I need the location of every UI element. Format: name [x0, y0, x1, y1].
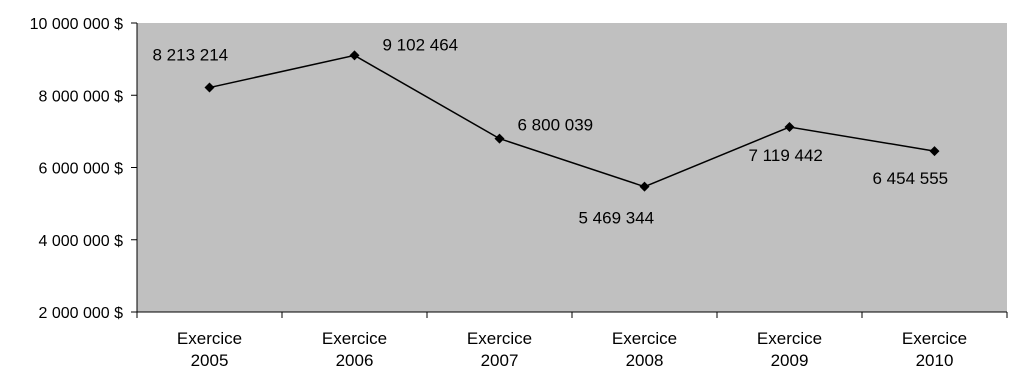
series-line — [209, 54, 935, 188]
x-tick-label-line: 2005 — [191, 351, 229, 370]
x-tick-label-line: Exercice — [322, 329, 387, 348]
data-series — [204, 50, 940, 192]
data-point-marker — [784, 122, 795, 133]
x-tick-label-line: 2007 — [481, 351, 519, 370]
y-tick-label: 8 000 000 $ — [38, 88, 123, 105]
y-tick-label: 4 000 000 $ — [38, 233, 123, 250]
data-point-marker — [349, 50, 360, 61]
plot-area — [137, 23, 1007, 312]
x-tick-label: Exercice 2005 — [177, 329, 242, 370]
x-tick-label-line: 2006 — [336, 351, 374, 370]
x-tick-label-line: Exercice — [177, 329, 242, 348]
data-label: 7 119 442 — [749, 146, 823, 165]
data-labels: 8 213 214 9 102 464 6 800 039 5 469 344 7 11… — [153, 35, 949, 227]
x-tick-label: Exercice 2008 — [612, 329, 677, 370]
y-axis: 10 000 000 $ 8 000 000 $ 6 000 000 $ 4 000 … — [30, 16, 138, 322]
x-tick-label-line: 2008 — [626, 351, 664, 370]
x-tick-label-line: Exercice — [757, 329, 822, 348]
x-tick-label: Exercice 2010 — [902, 329, 967, 370]
y-tick-label: 10 000 000 $ — [30, 16, 124, 33]
data-label: 9 102 464 — [383, 35, 459, 54]
data-point-marker — [204, 82, 215, 93]
data-point-marker — [929, 146, 940, 157]
x-tick-label: Exercice 2009 — [757, 329, 822, 370]
data-label: 6 800 039 — [518, 116, 594, 135]
y-tick-label: 2 000 000 $ — [38, 305, 123, 322]
data-label: 5 469 344 — [579, 209, 655, 228]
x-tick-label: Exercice 2006 — [322, 329, 387, 370]
data-label: 6 454 555 — [873, 169, 949, 188]
data-point-marker — [494, 133, 505, 144]
y-tick-label: 6 000 000 $ — [38, 161, 123, 178]
x-tick-label-line: Exercice — [902, 329, 967, 348]
x-tick-label-line: Exercice — [612, 329, 677, 348]
x-tick-label-line: 2010 — [916, 351, 954, 370]
x-tick-label-line: 2009 — [771, 351, 809, 370]
x-tick-label-line: Exercice — [467, 329, 532, 348]
x-tick-label: Exercice 2007 — [467, 329, 532, 370]
data-label: 8 213 214 — [153, 46, 229, 65]
data-point-marker — [639, 181, 650, 192]
